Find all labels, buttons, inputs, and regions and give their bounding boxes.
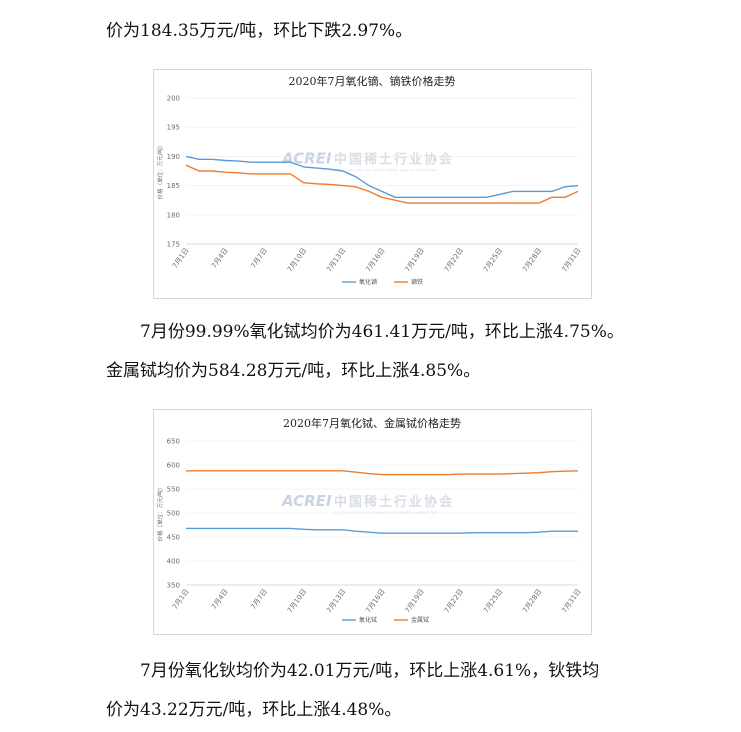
y-tick-label: 175 — [167, 241, 180, 249]
chart-title: 2020年7月氧化镝、镝铁价格走势 — [289, 74, 456, 88]
x-tick-label: 7月4日 — [210, 588, 230, 611]
x-tick-label: 7月25日 — [482, 247, 504, 274]
x-tick-label: 7月1日 — [171, 247, 191, 270]
watermark-brand: ACREI — [281, 150, 332, 168]
y-tick-label: 400 — [167, 558, 180, 566]
paragraph-ho-oxide: 7月份氧化钬均价为42.01万元/吨，环比上涨4.61%，钬铁均 — [140, 661, 600, 681]
x-tick-label: 7月16日 — [364, 247, 386, 274]
chart-terbium-svg: 2020年7月氧化铽、金属铽价格走势ACREI中国稀土行业协会ASSOCIATI… — [156, 416, 583, 624]
legend-label: 氧化镝 — [359, 278, 377, 286]
y-tick-label: 195 — [167, 124, 180, 132]
y-tick-label: 185 — [167, 182, 180, 190]
paragraph-ho-iron: 价为43.22万元/吨，环比上涨4.48%。 — [106, 700, 402, 720]
x-tick-label: 7月10日 — [286, 247, 308, 274]
x-tick-label: 7月19日 — [404, 588, 426, 615]
y-axis-label: 价格（单位：万元/吨） — [156, 143, 164, 200]
watermark-cn-name: 中国稀土行业协会 — [334, 494, 454, 510]
x-tick-label: 7月19日 — [404, 247, 426, 274]
chart-title: 2020年7月氧化铽、金属铽价格走势 — [283, 416, 461, 430]
watermark-en-name: ASSOCIATION OF CHINA RARE EARTH INDUSTRY — [334, 169, 438, 173]
legend-label: 镝铁 — [411, 278, 423, 286]
paragraph-tb-oxide: 7月份99.99%氧化铽均价为461.41万元/吨，环比上涨4.75%。 — [140, 322, 624, 342]
y-tick-label: 200 — [167, 95, 180, 103]
y-tick-label: 650 — [167, 438, 180, 446]
x-tick-label: 7月7日 — [249, 588, 269, 611]
x-tick-label: 7月22日 — [443, 588, 465, 615]
x-tick-label: 7月10日 — [286, 588, 308, 615]
chart-terbium: 2020年7月氧化铽、金属铽价格走势ACREI中国稀土行业协会ASSOCIATI… — [153, 409, 592, 635]
y-tick-label: 600 — [167, 462, 180, 470]
chart-dysprosium-svg: 2020年7月氧化镝、镝铁价格走势 ACREI 中国稀土行业协会ASSOCIATIO… — [156, 74, 583, 286]
y-axis-label: 价格（单位：万元/吨） — [156, 485, 164, 542]
chart-dysprosium: 2020年7月氧化镝、镝铁价格走势 ACREI 中国稀土行业协会 ASSOCIATIO… — [153, 69, 592, 299]
y-tick-label: 500 — [167, 510, 180, 518]
y-tick-label: 190 — [167, 153, 180, 161]
x-tick-label: 7月16日 — [364, 588, 386, 615]
x-tick-label: 7月25日 — [482, 588, 504, 615]
x-tick-label: 7月13日 — [325, 247, 347, 274]
series-line-dy-2 — [185, 164, 579, 204]
paragraph-dy-summary: 价为184.35万元/吨，环比下跌2.97%。 — [106, 21, 413, 41]
x-tick-label: 7月31日 — [560, 588, 582, 615]
series-line-tb-1 — [186, 527, 578, 534]
y-tick-label: 350 — [167, 582, 180, 590]
x-tick-label: 7月1日 — [171, 588, 191, 611]
series-line-tb-2 — [186, 470, 579, 476]
x-tick-label: 7月28日 — [521, 247, 543, 274]
x-tick-label: 7月28日 — [521, 588, 543, 615]
legend-label: 氧化铽 — [359, 616, 377, 624]
watermark-brand: ACREI — [281, 492, 332, 510]
watermark-cn-name: 中国稀土行业协会 — [334, 152, 454, 168]
y-tick-label: 550 — [167, 486, 180, 494]
x-tick-label: 7月31日 — [560, 247, 582, 274]
paragraph-tb-metal: 金属铽均价为584.28万元/吨，环比上涨4.85%。 — [106, 361, 481, 381]
x-tick-label: 7月4日 — [210, 247, 230, 270]
x-tick-label: 7月22日 — [443, 247, 465, 274]
series-line-dy-1 — [185, 155, 579, 199]
x-tick-label: 7月13日 — [325, 588, 347, 615]
y-tick-label: 180 — [167, 211, 180, 219]
y-tick-label: 450 — [167, 534, 180, 542]
legend-label: 金属铽 — [411, 616, 429, 624]
x-tick-label: 7月7日 — [249, 247, 269, 270]
